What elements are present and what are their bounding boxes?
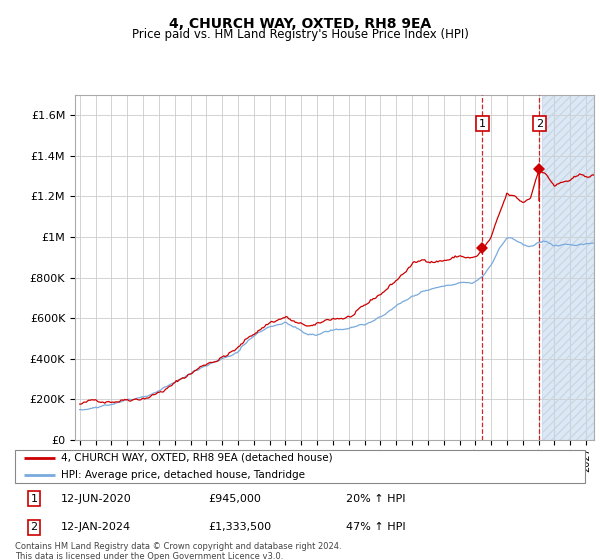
Text: £945,000: £945,000 xyxy=(208,493,261,503)
Text: £1,333,500: £1,333,500 xyxy=(208,522,271,533)
Text: 1: 1 xyxy=(31,493,37,503)
Text: Price paid vs. HM Land Registry's House Price Index (HPI): Price paid vs. HM Land Registry's House … xyxy=(131,28,469,41)
Bar xyxy=(542,95,594,440)
Text: 2: 2 xyxy=(31,522,37,533)
Bar xyxy=(542,95,594,440)
Text: 4, CHURCH WAY, OXTED, RH8 9EA: 4, CHURCH WAY, OXTED, RH8 9EA xyxy=(169,16,431,30)
Text: 2: 2 xyxy=(536,119,543,129)
Text: 12-JAN-2024: 12-JAN-2024 xyxy=(61,522,131,533)
FancyBboxPatch shape xyxy=(15,450,585,483)
Text: 20% ↑ HPI: 20% ↑ HPI xyxy=(346,493,406,503)
Text: 1: 1 xyxy=(479,119,486,129)
Text: 47% ↑ HPI: 47% ↑ HPI xyxy=(346,522,406,533)
Text: 12-JUN-2020: 12-JUN-2020 xyxy=(61,493,132,503)
Text: Contains HM Land Registry data © Crown copyright and database right 2024.
This d: Contains HM Land Registry data © Crown c… xyxy=(15,542,341,560)
Text: HPI: Average price, detached house, Tandridge: HPI: Average price, detached house, Tand… xyxy=(61,470,305,479)
Text: 4, CHURCH WAY, OXTED, RH8 9EA (detached house): 4, CHURCH WAY, OXTED, RH8 9EA (detached … xyxy=(61,453,332,463)
